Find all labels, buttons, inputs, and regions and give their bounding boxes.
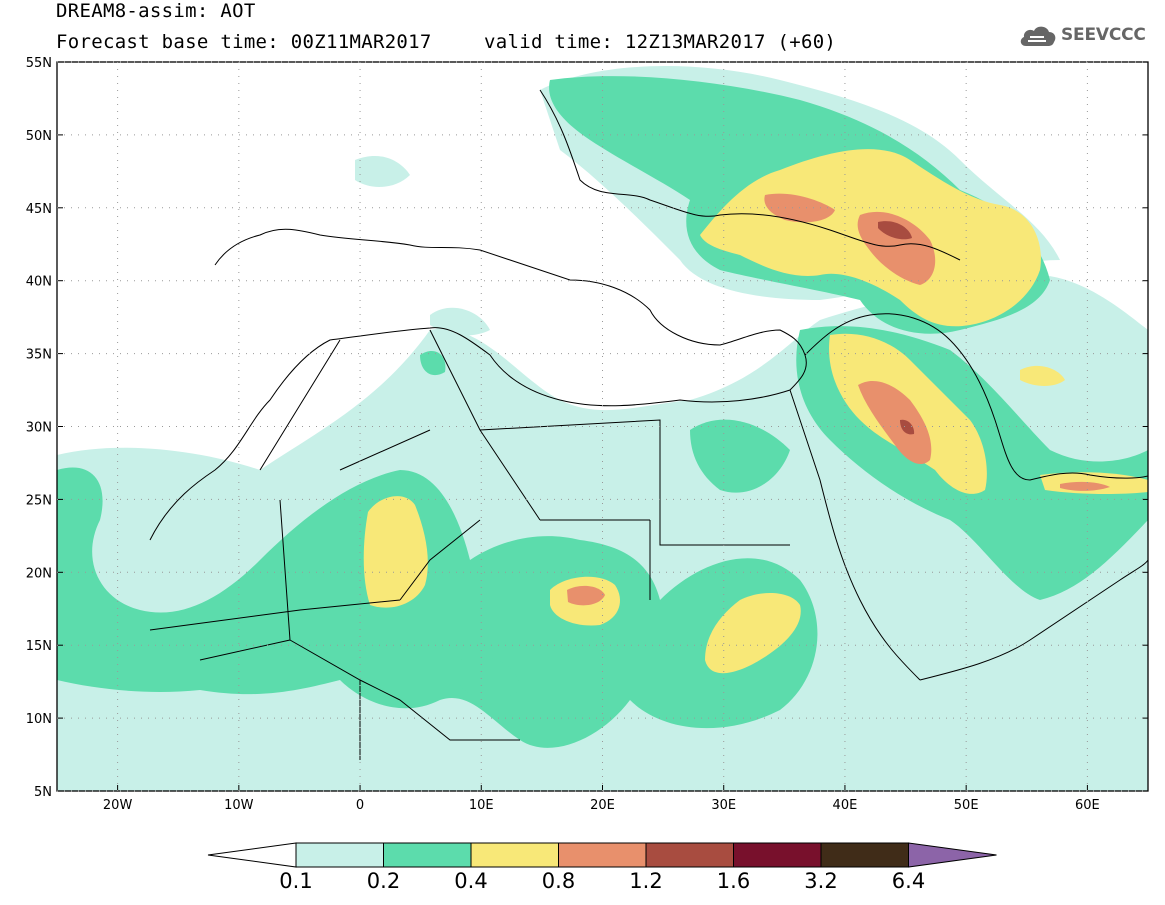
longitude-axis: 20W 10W 0 10E 20E 30E 40E 50E 60E — [103, 62, 1100, 813]
lat-label: 50N — [26, 129, 52, 144]
logo-text: SEEVCCC — [1061, 25, 1146, 45]
colorbar-label: 0.2 — [367, 869, 400, 893]
aot-band-0-2 — [57, 76, 1148, 748]
lat-label: 20N — [26, 566, 52, 581]
coastlines-borders — [149, 89, 1148, 760]
aot-colorbar: 0.1 0.2 0.4 0.8 1.2 1.6 3.2 6.4 — [207, 842, 997, 893]
forecast-base-time: Forecast base time: 00Z11MAR2017 — [56, 31, 432, 53]
latitude-axis: 55N 50N 45N 40N 35N 30N 25N 20N 15N 10N 5N — [26, 56, 1148, 800]
colorbar-label: 1.2 — [629, 869, 662, 893]
lon-label: 20W — [103, 798, 133, 813]
lon-label: 10E — [469, 798, 494, 813]
colorbar-low-arrow — [207, 842, 297, 868]
colorbar-swatch — [470, 842, 559, 868]
lat-label: 15N — [26, 639, 52, 654]
lon-label: 30E — [711, 798, 736, 813]
map-title: DREAM8-assim: AOT — [56, 0, 256, 22]
colorbar-label: 6.4 — [892, 869, 925, 893]
colorbar-label: 3.2 — [804, 869, 837, 893]
lat-label: 40N — [26, 275, 52, 290]
seevccc-logo: SEEVCCC — [1018, 22, 1146, 48]
lon-label: 50E — [954, 798, 979, 813]
map-frame — [56, 61, 1149, 792]
colorbar-label: 0.1 — [279, 869, 312, 893]
cloud-icon — [1020, 26, 1056, 46]
colorbar-label: 0.4 — [454, 869, 487, 893]
aot-band-0-1 — [57, 66, 1148, 791]
lon-label: 20E — [590, 798, 615, 813]
colorbar-label: 0.8 — [542, 869, 575, 893]
aot-band-1-2 — [878, 221, 915, 435]
aot-band-0-8 — [567, 193, 1110, 606]
lat-label: 5N — [34, 785, 52, 800]
lon-label: 40E — [833, 798, 858, 813]
colorbar-swatch — [733, 842, 822, 868]
lon-label: 0 — [356, 798, 364, 813]
lat-label: 25N — [26, 493, 52, 508]
aot-band-0-4 — [363, 149, 1148, 674]
colorbar-label: 1.6 — [717, 869, 750, 893]
lat-label: 10N — [26, 712, 52, 727]
lat-label: 35N — [26, 348, 52, 363]
colorbar-swatch — [645, 842, 734, 868]
colorbar-high-arrow — [908, 842, 997, 868]
colorbar-swatch — [820, 842, 909, 868]
lon-label: 60E — [1075, 798, 1100, 813]
colorbar-swatch — [295, 842, 384, 868]
lat-label: 45N — [26, 202, 52, 217]
valid-time: valid time: 12Z13MAR2017 (+60) — [484, 31, 837, 53]
lat-label: 30N — [26, 421, 52, 436]
colorbar-swatch — [383, 842, 472, 868]
lat-label: 55N — [26, 56, 52, 71]
lon-label: 10W — [224, 798, 254, 813]
colorbar-swatch — [558, 842, 647, 868]
